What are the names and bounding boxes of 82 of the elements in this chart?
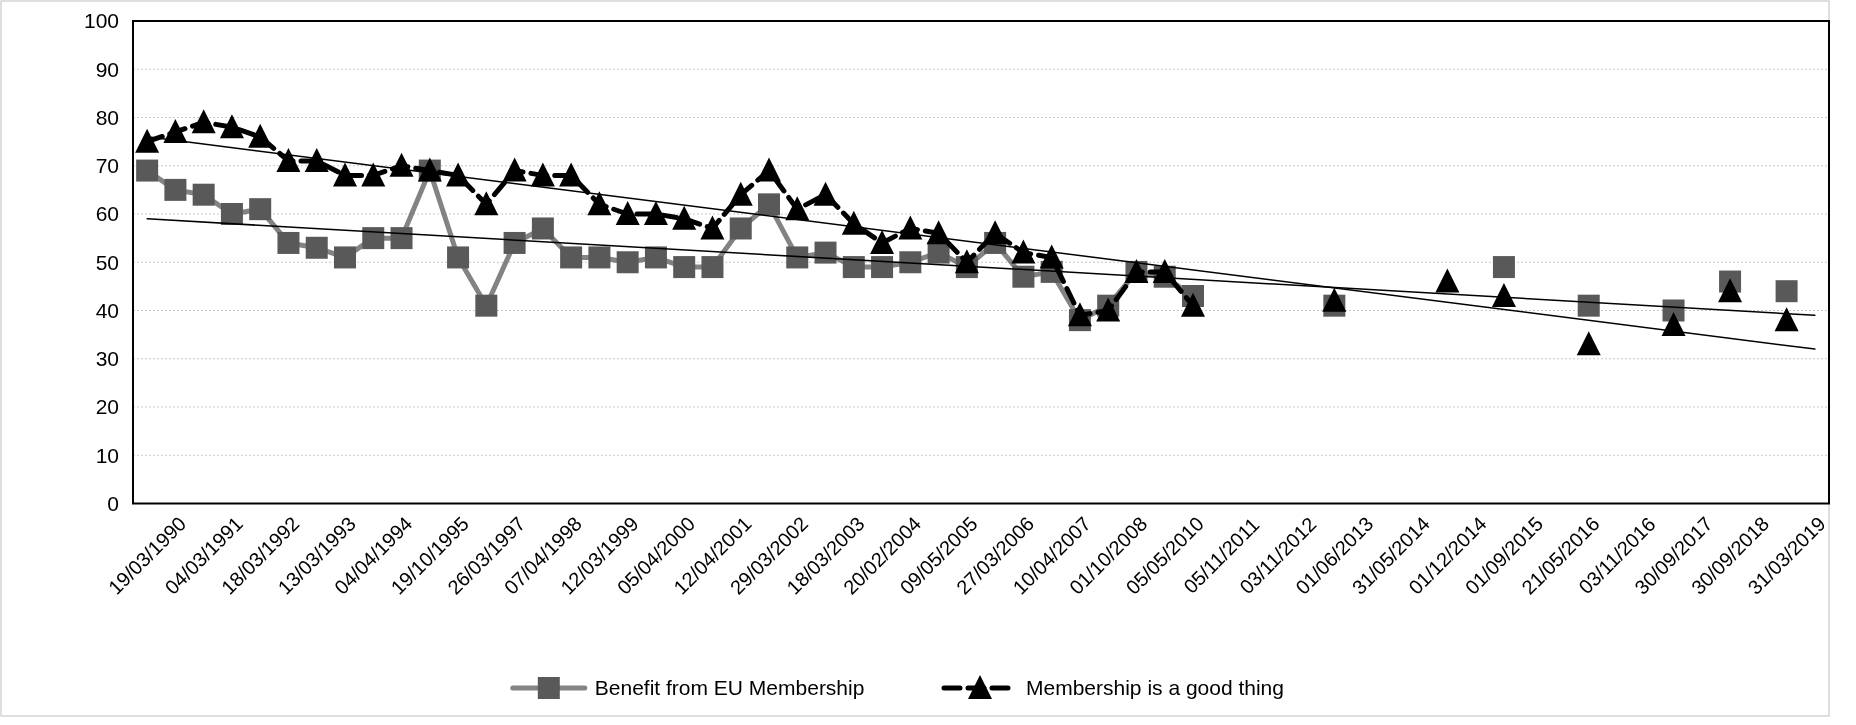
point	[276, 147, 301, 172]
point	[191, 109, 216, 134]
point	[728, 181, 753, 206]
y-tick-label: 10	[95, 443, 119, 467]
point	[164, 178, 187, 201]
y-tick-label: 50	[95, 250, 119, 274]
y-tick-label: 100	[83, 9, 119, 33]
point	[786, 246, 809, 269]
point	[1096, 297, 1121, 322]
point	[813, 181, 838, 206]
point	[588, 246, 611, 269]
point	[758, 193, 780, 216]
legend-label: Benefit from EU Membership	[594, 676, 865, 700]
y-tick-label: 0	[107, 491, 119, 515]
point	[673, 256, 696, 279]
point	[135, 128, 160, 153]
point	[503, 231, 526, 254]
y-tick-label: 40	[95, 298, 119, 322]
point	[842, 256, 865, 279]
point	[926, 220, 951, 245]
point	[871, 256, 894, 279]
point	[644, 246, 667, 269]
point	[1181, 292, 1205, 317]
point	[616, 251, 639, 274]
point	[757, 157, 781, 182]
point	[192, 183, 215, 206]
point	[248, 123, 273, 148]
point	[502, 157, 527, 182]
point	[1039, 244, 1064, 269]
point	[1067, 302, 1092, 327]
point	[841, 210, 866, 235]
point	[560, 246, 583, 269]
point	[1576, 331, 1601, 356]
point	[1775, 280, 1798, 303]
point	[587, 191, 612, 216]
point	[814, 241, 837, 264]
point	[305, 236, 328, 259]
y-tick-label: 30	[95, 347, 119, 371]
point	[474, 191, 499, 216]
point	[1491, 283, 1516, 308]
point	[361, 162, 386, 187]
point	[249, 198, 272, 221]
point	[136, 159, 159, 182]
y-tick-label: 60	[95, 202, 119, 226]
point	[1011, 239, 1036, 264]
point	[531, 217, 554, 240]
legend-label: Membership is a good thing	[1026, 676, 1284, 700]
point	[643, 201, 668, 225]
y-tick-label: 80	[95, 105, 119, 129]
point	[1577, 294, 1600, 317]
point	[220, 203, 243, 225]
y-tick-label: 70	[95, 154, 119, 178]
point	[870, 229, 895, 254]
point	[1661, 311, 1686, 336]
y-tick-label: 90	[95, 57, 119, 81]
point	[983, 220, 1008, 245]
point	[219, 114, 244, 139]
point	[701, 256, 724, 279]
point	[362, 227, 385, 250]
point	[1435, 268, 1460, 293]
point	[333, 162, 357, 187]
point	[1012, 265, 1035, 288]
point	[700, 215, 725, 240]
point	[1152, 258, 1177, 283]
point	[559, 162, 584, 187]
point	[334, 246, 356, 269]
point	[899, 251, 922, 274]
point	[390, 227, 413, 250]
point	[530, 162, 555, 187]
point	[475, 294, 498, 317]
point	[447, 246, 470, 269]
point	[1774, 307, 1799, 332]
point	[277, 231, 300, 254]
point	[1322, 287, 1347, 312]
point	[672, 205, 697, 230]
point	[389, 152, 414, 177]
point	[304, 147, 329, 172]
point	[1718, 278, 1743, 303]
y-tick-label: 20	[95, 395, 119, 419]
point	[729, 217, 752, 240]
point	[615, 201, 640, 225]
point	[1492, 256, 1515, 279]
